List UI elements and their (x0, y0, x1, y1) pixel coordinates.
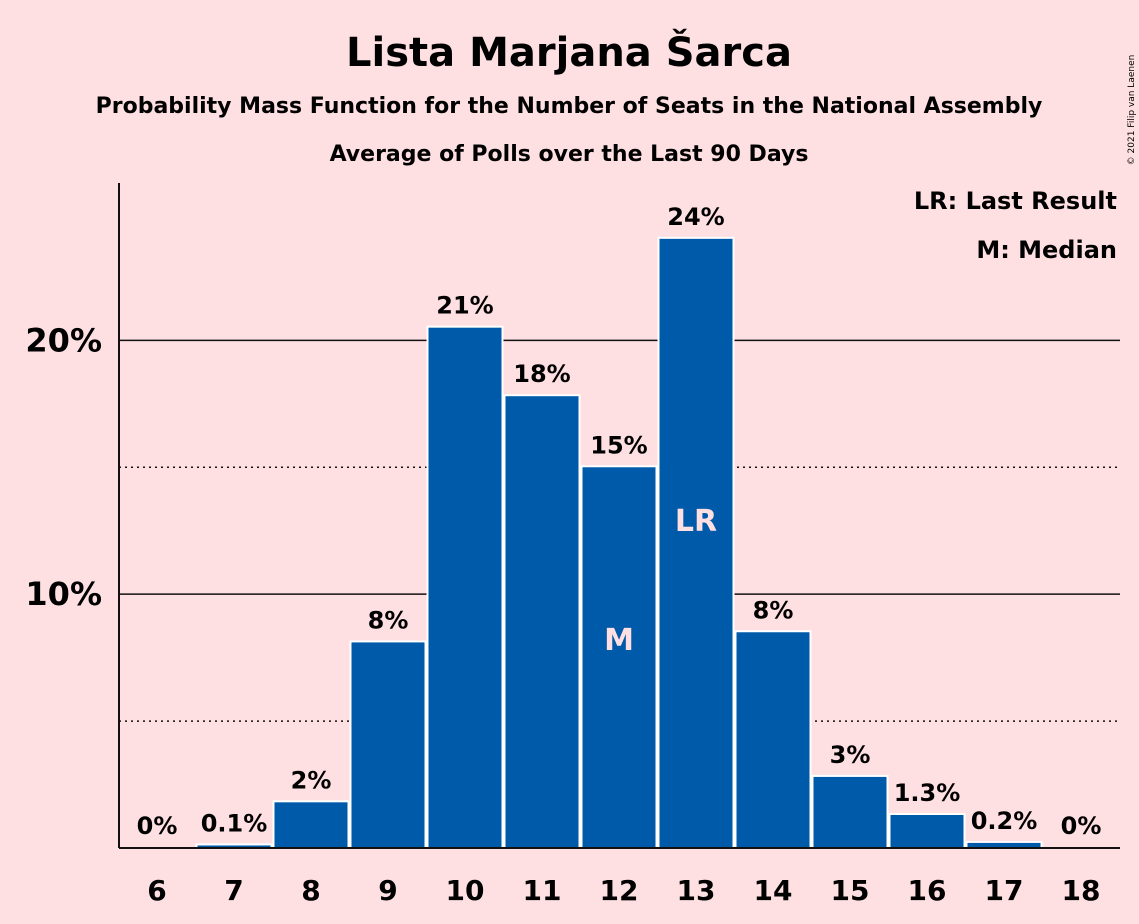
x-tick-label: 18 (1062, 874, 1101, 907)
data-labels: 0% 0.1% 2% 8% 21% 18% 15% M 24% LR 8% 3% 1.3% 0.2% 0% (137, 203, 1102, 840)
x-tick-label: 7 (224, 874, 243, 907)
bar (813, 776, 887, 848)
y-tick-label: 20% (25, 321, 102, 359)
legend-last-result: LR: Last Result (914, 187, 1117, 215)
data-label: 3% (830, 741, 871, 769)
x-tick-label: 8 (301, 874, 320, 907)
bar (890, 815, 964, 848)
x-tick-label: 13 (677, 874, 716, 907)
x-tick-label: 11 (523, 874, 562, 907)
x-tick-label: 9 (378, 874, 397, 907)
copyright-note: © 2021 Filip van Laenen (1127, 55, 1137, 166)
bar (274, 802, 348, 848)
bar (197, 845, 271, 848)
data-label: 1.3% (894, 779, 961, 807)
bar-marker-label: M (604, 623, 634, 658)
x-tick-label: 6 (147, 874, 166, 907)
y-tick-label: 10% (25, 575, 102, 613)
bars (195, 236, 1043, 849)
legend-median: M: Median (976, 236, 1117, 264)
data-label: 15% (590, 431, 647, 459)
bar-marker-label: LR (675, 504, 717, 539)
data-label: 24% (667, 203, 724, 231)
x-tick-label: 17 (985, 874, 1024, 907)
bar (659, 238, 733, 848)
chart-subtitle-2: Average of Polls over the Last 90 Days (330, 142, 809, 167)
bar (428, 327, 502, 849)
data-label: 0% (137, 812, 178, 840)
x-tick-label: 15 (831, 874, 870, 907)
data-label: 2% (291, 766, 332, 794)
data-label: 21% (436, 292, 493, 320)
data-label: 18% (513, 360, 570, 388)
bar (582, 467, 656, 848)
chart-title: Lista Marjana Šarca (346, 28, 792, 76)
bar (736, 632, 810, 848)
data-label: 0.2% (971, 807, 1038, 835)
x-tick-label: 16 (908, 874, 947, 907)
x-tick-label: 14 (754, 874, 793, 907)
chart-subtitle-1: Probability Mass Function for the Number… (96, 94, 1043, 119)
data-label: 8% (368, 606, 409, 634)
x-tick-label: 12 (600, 874, 639, 907)
bar (351, 642, 425, 848)
bar (967, 842, 1041, 848)
data-label: 8% (753, 596, 794, 624)
axes: 10% 20% 6 7 8 9 10 11 12 13 14 15 16 17 18 (25, 183, 1120, 907)
data-label: 0% (1061, 812, 1102, 840)
x-tick-label: 10 (446, 874, 485, 907)
bar (505, 396, 579, 848)
data-label: 0.1% (201, 809, 268, 837)
